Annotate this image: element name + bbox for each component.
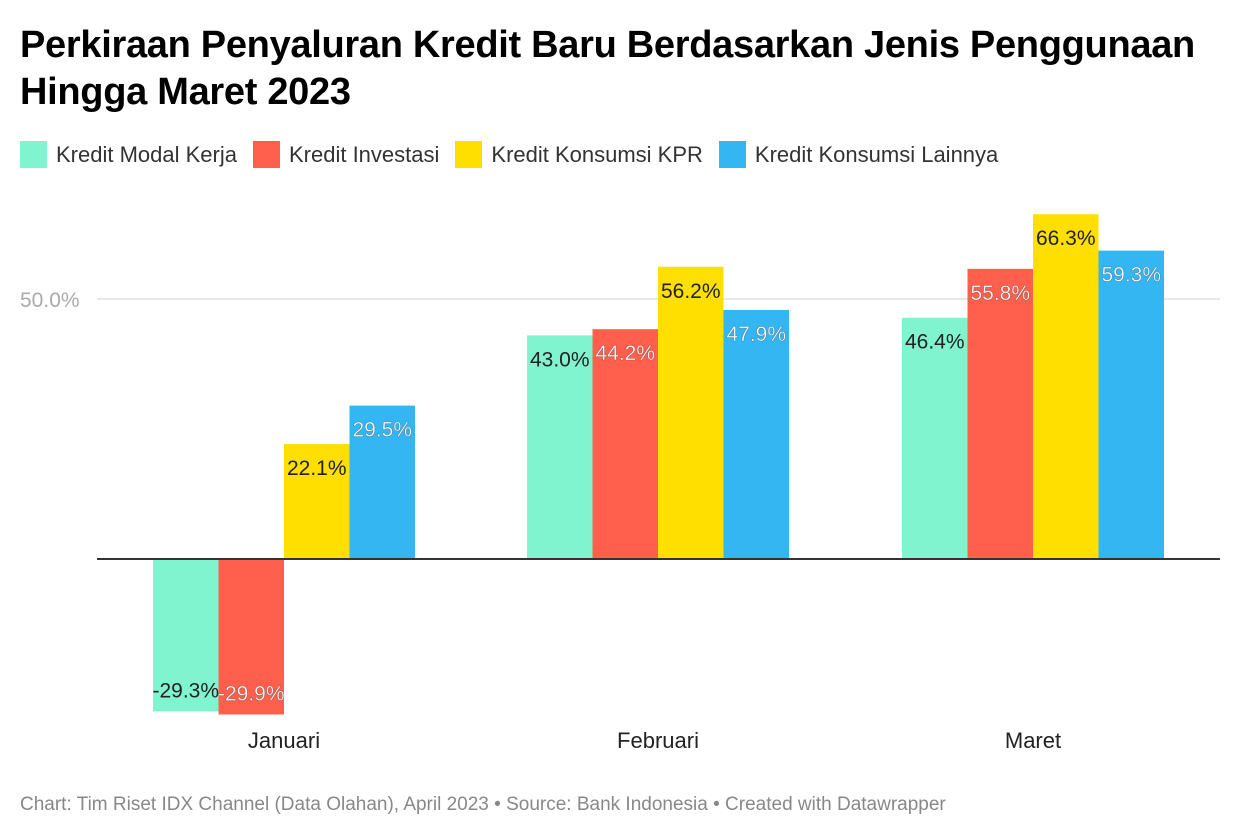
chart-title: Perkiraan Penyaluran Kredit Baru Berdasa… xyxy=(20,24,1195,113)
data-label: 22.1% xyxy=(287,457,347,480)
x-axis-label: Januari xyxy=(248,728,320,753)
data-label: 43.0% xyxy=(530,348,590,371)
data-label: 56.2% xyxy=(661,280,721,303)
legend-item-kredit-konsumsi-lainnya: Kredit Konsumsi Lainnya xyxy=(718,141,999,168)
legend-swatch xyxy=(20,141,47,168)
bar-kredit-modal-kerja-januari xyxy=(153,559,219,712)
data-label: 44.2% xyxy=(595,342,655,365)
legend-label: Kredit Konsumsi KPR xyxy=(491,141,703,167)
legend-item-kredit-investasi: Kredit Investasi xyxy=(252,141,440,168)
legend-item-kredit-konsumsi-kpr: Kredit Konsumsi KPR xyxy=(455,141,703,168)
legend: Kredit Modal Kerja Kredit Investasi Kredit… xyxy=(20,141,1014,168)
data-label: 66.3% xyxy=(1036,227,1096,250)
bar-kredit-konsumsi-lainnya-januari xyxy=(349,405,415,559)
bar-kredit-konsumsi-kpr-februari xyxy=(658,266,724,559)
legend-swatch xyxy=(252,141,280,168)
data-label: 59.3% xyxy=(1101,264,1161,287)
data-label: -29.3% xyxy=(152,679,219,702)
y-tick-label: 50.0% xyxy=(20,289,80,312)
data-label: 55.8% xyxy=(970,282,1030,305)
data-label: 46.4% xyxy=(905,331,965,354)
bar-kredit-investasi-februari xyxy=(592,329,658,559)
legend-label: Kredit Modal Kerja xyxy=(56,141,237,167)
bar-kredit-modal-kerja-februari xyxy=(527,335,593,559)
bar-kredit-konsumsi-lainnya-maret xyxy=(1098,250,1164,559)
bar-kredit-konsumsi-kpr-maret xyxy=(1033,214,1099,560)
bar-kredit-investasi-januari xyxy=(218,559,284,715)
x-axis-label: Februari xyxy=(617,728,699,753)
legend-swatch xyxy=(718,141,746,168)
legend-swatch xyxy=(455,141,483,168)
data-label: 47.9% xyxy=(726,323,786,346)
legend-item-kredit-modal-kerja: Kredit Modal Kerja xyxy=(20,141,237,168)
legend-label: Kredit Konsumsi Lainnya xyxy=(754,141,999,167)
bar-kredit-investasi-maret xyxy=(967,268,1033,559)
bar-kredit-modal-kerja-maret xyxy=(902,317,968,559)
bar-kredit-konsumsi-lainnya-februari xyxy=(723,309,789,559)
data-label: 29.5% xyxy=(352,419,412,442)
legend-label: Kredit Investasi xyxy=(288,141,440,167)
chart-footer: Chart: Tim Riset IDX Channel (Data Olaha… xyxy=(20,794,946,815)
data-label: -29.9% xyxy=(218,682,285,705)
x-axis-label: Maret xyxy=(1005,728,1061,753)
bar-kredit-konsumsi-kpr-januari xyxy=(284,444,350,559)
bar-chart: 50.0% -29.3% 43.0% 46.4% -29.9% 44.2% 55.8% 22.… xyxy=(20,214,1220,753)
